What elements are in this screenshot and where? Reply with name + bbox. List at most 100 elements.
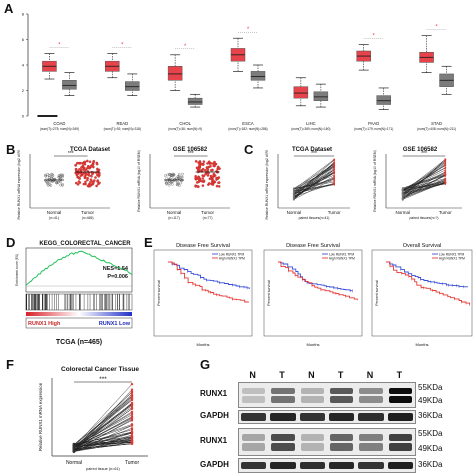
normal-point — [72, 449, 76, 452]
tumor-point — [444, 181, 447, 184]
plot-frame — [371, 249, 473, 337]
tumor-point — [333, 170, 336, 173]
normal-point — [167, 183, 171, 187]
tumor-point — [333, 181, 336, 183]
band-gapdh — [270, 413, 296, 421]
kda-label: 36KDa — [418, 459, 443, 469]
y-tick-label: 0 — [22, 114, 25, 119]
band-gapdh — [387, 413, 413, 421]
band-55kda — [242, 387, 266, 394]
tumor-point — [90, 174, 93, 178]
tumor-point — [76, 175, 80, 179]
lane-label: T — [279, 370, 285, 380]
x-category: Normal — [395, 210, 410, 215]
tumor-point — [92, 165, 95, 169]
tumor-point — [130, 416, 134, 419]
x-category: Tumor — [81, 210, 94, 215]
low-curve — [386, 261, 469, 288]
tumor-point — [333, 172, 336, 175]
tumor-point — [333, 161, 336, 163]
x-subcategory: (n=77) — [203, 216, 213, 220]
group-sublabel: (num(T)=182; num(N)=286) — [228, 127, 267, 131]
kda-label: 36KDa — [418, 411, 443, 420]
legend-high: High RUNX1 TPM — [439, 256, 465, 260]
x-axis-label: Months — [306, 342, 319, 347]
tumor-point — [130, 427, 134, 430]
lane-label: N — [366, 370, 374, 380]
x-category: Normal — [167, 210, 182, 215]
normal-point — [58, 179, 62, 182]
x-subcategory: (n=117) — [168, 216, 180, 220]
low-label: RUNX1 Low — [99, 321, 131, 327]
normal-point — [171, 183, 174, 186]
tumor-point — [130, 436, 134, 439]
paired-line — [293, 161, 335, 200]
tumor-point — [444, 166, 447, 169]
nes-value: NES=1.54 — [103, 266, 129, 272]
kda-label: 49KDa — [418, 396, 443, 405]
tumor-point — [83, 175, 87, 179]
sig-label: *** — [99, 376, 107, 383]
band-49kda — [330, 443, 354, 451]
panel-f-paired: Relative RUNX1 mRNA expression *** Normal T… — [38, 376, 148, 471]
tumor-point — [74, 181, 78, 185]
tumor-point — [333, 183, 336, 186]
panel-c-left-title: TCGA Dataset — [291, 147, 333, 153]
normal-point — [292, 195, 295, 198]
normal-point — [292, 190, 295, 193]
tumor-point — [194, 160, 198, 163]
sig-star: * — [247, 27, 250, 33]
tumor-point — [130, 388, 134, 391]
tumor-point — [82, 182, 86, 186]
tumor-point — [78, 181, 82, 184]
tumor-point — [444, 178, 447, 180]
tumor-point — [81, 172, 85, 175]
plot-title: Disease Free Survival — [176, 243, 230, 249]
tumor-point — [206, 174, 210, 177]
tumor-point — [130, 404, 134, 407]
tumor-point — [210, 168, 213, 172]
band-gapdh — [270, 461, 296, 470]
normal-point — [44, 173, 47, 177]
es-curve — [25, 250, 133, 286]
tumor-point — [96, 179, 100, 182]
y-axis-label: Percent survival — [267, 280, 271, 306]
footer-label: TCGA (n=465) — [56, 339, 102, 346]
paired-line — [293, 160, 335, 192]
band-55kda — [271, 387, 295, 394]
band-gapdh — [241, 413, 267, 421]
normal-point — [176, 182, 179, 185]
legend-high: High RUNX1 TPM — [329, 256, 355, 260]
normal-point — [57, 174, 61, 177]
x-category: Tumor — [125, 460, 140, 466]
paired-line — [73, 440, 133, 451]
group-sublabel: (num(T)=179; num(N)=171) — [354, 127, 393, 131]
normal-point — [292, 187, 295, 190]
panel-f-label: F — [6, 357, 14, 372]
tumor-point — [203, 168, 207, 172]
paired-line — [293, 183, 335, 197]
band-gapdh — [329, 461, 355, 470]
tumor-point — [130, 402, 134, 406]
tumor-point — [86, 178, 89, 182]
panel-e-label: E — [144, 235, 153, 250]
tumor-point — [444, 164, 447, 166]
band-55kda — [388, 434, 412, 441]
normal-point — [165, 182, 168, 186]
kda-label: 55KDa — [418, 383, 443, 392]
blot-strip — [238, 458, 416, 473]
normal-box — [187, 97, 203, 105]
paired-line — [73, 437, 133, 452]
paired-line — [402, 160, 446, 197]
tumor-point — [209, 174, 213, 178]
normal-point — [175, 176, 178, 180]
normal-point — [401, 198, 404, 201]
paired-line — [402, 159, 446, 201]
normal-point — [50, 175, 54, 178]
tumor-point — [444, 174, 447, 177]
x-axis-label: Months — [415, 342, 428, 347]
band-gapdh — [241, 461, 267, 470]
panel-a-label: A — [4, 1, 14, 16]
y-tick-label: 4 — [22, 63, 25, 68]
plot-frame — [263, 249, 363, 337]
